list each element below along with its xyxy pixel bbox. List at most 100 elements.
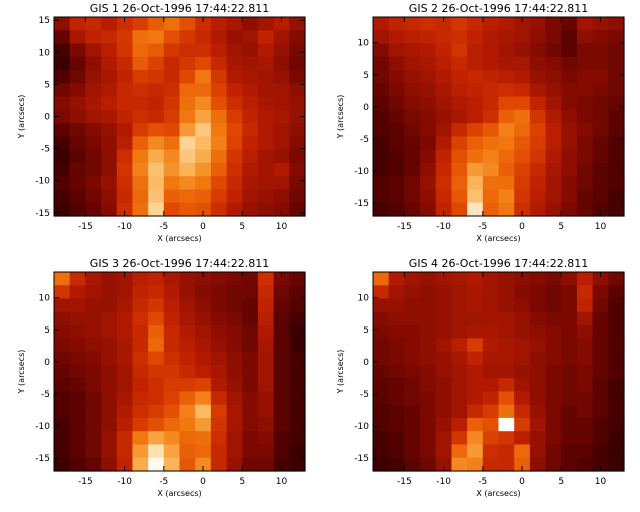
heatmap-cell bbox=[576, 83, 594, 98]
heatmap-cell bbox=[514, 351, 531, 366]
heatmap-cell bbox=[210, 364, 228, 379]
heatmap-cell bbox=[498, 30, 515, 45]
heatmap-cell bbox=[545, 457, 562, 472]
heatmap-cell bbox=[163, 404, 181, 419]
panel-3: -15 -10 -5 0 5 10 -15 -10 -5 0 5 10 GIS 3 26-Oct-199… bbox=[17, 257, 306, 498]
heatmap-cell bbox=[388, 202, 405, 217]
heatmap-cell bbox=[257, 109, 275, 124]
heatmap-cell bbox=[482, 431, 500, 446]
heatmap-cell bbox=[101, 162, 118, 177]
heatmap-cell bbox=[420, 162, 437, 177]
heatmap-cell bbox=[420, 364, 437, 379]
heatmap-cell bbox=[132, 70, 149, 84]
heatmap-cell bbox=[420, 96, 437, 111]
heatmap-cell bbox=[592, 162, 609, 177]
heatmap-cell bbox=[242, 285, 259, 300]
heatmap-cell bbox=[132, 311, 149, 326]
plot-frame bbox=[53, 271, 306, 472]
heatmap-cell bbox=[404, 109, 421, 124]
heatmap-cell bbox=[132, 298, 149, 313]
heatmap-cell bbox=[226, 391, 243, 406]
heatmap-cell bbox=[101, 83, 118, 98]
heatmap-cell bbox=[179, 96, 196, 111]
heatmap-cell bbox=[482, 417, 500, 432]
heatmap-cell bbox=[242, 351, 259, 366]
heatmap-cell bbox=[163, 70, 181, 84]
heatmap-cell bbox=[373, 351, 390, 366]
heatmap-cell bbox=[85, 285, 102, 300]
heatmap-cell bbox=[54, 404, 71, 419]
x-tick-label: -10 bbox=[436, 477, 451, 487]
heatmap-cell bbox=[373, 96, 390, 111]
heatmap-cell bbox=[388, 285, 405, 300]
heatmap-cell bbox=[69, 83, 86, 98]
heatmap-cell bbox=[435, 149, 453, 164]
heatmap-cell bbox=[54, 162, 71, 177]
heatmap-cell bbox=[545, 417, 562, 432]
x-tick-label: -15 bbox=[397, 477, 412, 487]
heatmap-cell bbox=[179, 162, 196, 177]
heatmap-cell bbox=[116, 56, 134, 71]
heatmap-cell bbox=[514, 83, 531, 98]
y-tick-label: -15 bbox=[35, 209, 50, 219]
heatmap-cell bbox=[85, 109, 102, 124]
heatmap-cell bbox=[289, 378, 306, 392]
heatmap-cell bbox=[101, 30, 118, 45]
heatmap-cell bbox=[561, 30, 578, 45]
heatmap-cell bbox=[608, 56, 625, 71]
heatmap-cell bbox=[210, 202, 228, 217]
heatmap-cell bbox=[373, 272, 390, 286]
heatmap-cell bbox=[132, 391, 149, 406]
heatmap-cell bbox=[608, 162, 625, 177]
heatmap-cell bbox=[210, 431, 228, 446]
heatmap-cell bbox=[608, 417, 625, 432]
heatmap-cell bbox=[514, 444, 531, 459]
heatmap-cell bbox=[482, 285, 500, 300]
heatmap-cell bbox=[69, 404, 86, 419]
heatmap-cell bbox=[451, 30, 468, 45]
heatmap-cell bbox=[592, 417, 609, 432]
heatmap-cell bbox=[529, 162, 547, 177]
heatmap-cell bbox=[226, 457, 243, 472]
heatmap-cell bbox=[529, 70, 547, 84]
heatmap-cell bbox=[404, 43, 421, 58]
heatmap-cell bbox=[435, 202, 453, 217]
heatmap-cell bbox=[561, 96, 578, 111]
heatmap-cell bbox=[545, 123, 562, 137]
heatmap-cell bbox=[373, 189, 390, 204]
heatmap-cell bbox=[179, 431, 196, 446]
heatmap-cell bbox=[210, 83, 228, 98]
heatmap-cell bbox=[85, 298, 102, 313]
heatmap-cell bbox=[388, 311, 405, 326]
heatmap-cell bbox=[179, 83, 196, 98]
heatmap-cell bbox=[69, 189, 86, 204]
x-tick-label: 0 bbox=[519, 222, 525, 232]
heatmap-cell bbox=[54, 351, 71, 366]
heatmap-cell bbox=[210, 325, 228, 339]
panel-4: -15 -10 -5 0 5 10 -15 -10 -5 0 5 10 GIS 4 26-Oct-199… bbox=[336, 257, 625, 498]
x-axis-label: X (arcsecs) bbox=[476, 489, 520, 498]
heatmap-cell bbox=[451, 136, 468, 151]
heatmap-cell bbox=[467, 391, 484, 406]
heatmap-cell bbox=[85, 444, 102, 459]
heatmap-cell bbox=[514, 162, 531, 177]
heatmap-cell bbox=[242, 298, 259, 313]
heatmap-cell bbox=[242, 30, 259, 45]
heatmap-cell bbox=[388, 149, 405, 164]
heatmap-cell bbox=[498, 17, 515, 31]
heatmap-cell bbox=[514, 123, 531, 137]
chart-title: GIS 4 26-Oct-1996 17:44:22.811 bbox=[409, 257, 588, 270]
heatmap-cells bbox=[54, 17, 306, 217]
heatmap-cell bbox=[608, 43, 625, 58]
heatmap-cell bbox=[242, 17, 259, 31]
heatmap-cell bbox=[273, 417, 290, 432]
heatmap-cell bbox=[388, 17, 405, 31]
heatmap-cell bbox=[54, 189, 71, 204]
heatmap-cell bbox=[467, 444, 484, 459]
heatmap-cell bbox=[116, 378, 134, 392]
heatmap-cell bbox=[210, 285, 228, 300]
heatmap-cell bbox=[195, 311, 212, 326]
heatmap-cell bbox=[482, 444, 500, 459]
heatmap-cell bbox=[514, 176, 531, 191]
heatmap-cell bbox=[451, 378, 468, 392]
